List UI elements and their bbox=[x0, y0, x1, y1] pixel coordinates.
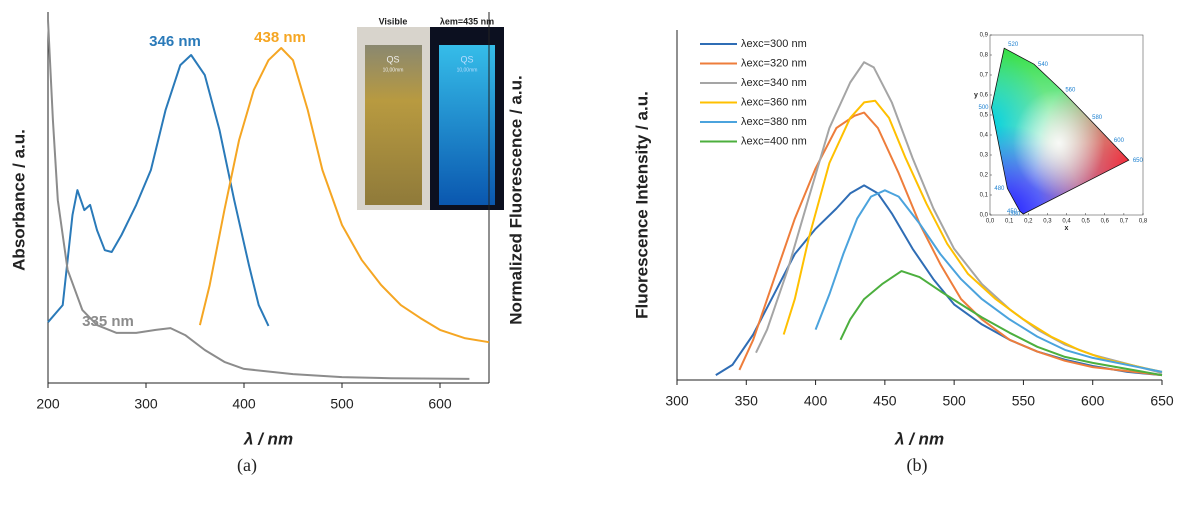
x-tick-label: 200 bbox=[36, 396, 60, 412]
locus-label: 650 bbox=[1133, 158, 1144, 164]
series-line bbox=[816, 190, 1162, 372]
x-axis-label: λ / nm bbox=[243, 429, 293, 448]
annotation: 335 nm bbox=[82, 313, 134, 330]
locus-label: 500 bbox=[979, 105, 990, 111]
inset-y-tick-label: 0,7 bbox=[980, 73, 989, 79]
x-tick-label: 600 bbox=[1081, 393, 1105, 409]
x-tick-label: 350 bbox=[735, 393, 759, 409]
inset-y-tick-label: 0,1 bbox=[980, 193, 989, 199]
x-tick-label: 500 bbox=[942, 393, 966, 409]
locus-label: 450 bbox=[1007, 209, 1018, 215]
locus-label: 520 bbox=[1008, 42, 1019, 48]
inset-x-tick-label: 0,3 bbox=[1043, 219, 1052, 225]
inset-y-tick-label: 0,9 bbox=[980, 33, 989, 39]
x-tick-label: 550 bbox=[1012, 393, 1036, 409]
cuvette-text: QS bbox=[386, 54, 399, 64]
cuvette-text: QS bbox=[460, 54, 473, 64]
x-tick-label: 600 bbox=[428, 396, 452, 412]
locus-label: 560 bbox=[1065, 88, 1076, 94]
inset-y-tick-label: 0,6 bbox=[980, 93, 989, 99]
locus-label: 540 bbox=[1038, 62, 1049, 68]
inset-x-tick-label: 0,6 bbox=[1101, 219, 1110, 225]
cuvette-text: 10,00mm bbox=[383, 67, 404, 73]
photo-inset: Visible λem=435 nm QS 10,00mm QS 10,00mm bbox=[357, 16, 504, 210]
y2-axis-label: Normalized Fluorescence / a.u. bbox=[506, 75, 525, 324]
inset-y-tick-label: 0,5 bbox=[980, 113, 989, 119]
annotation: 438 nm bbox=[254, 29, 306, 46]
inset-x-tick-label: 0,7 bbox=[1120, 219, 1129, 225]
inset-x-tick-label: 0,2 bbox=[1024, 219, 1033, 225]
legend-label: λexc=320 nm bbox=[741, 57, 807, 69]
x-axis-label: λ / nm bbox=[894, 429, 944, 448]
cuvette-text: 10,00mm bbox=[457, 67, 478, 73]
x-tick-label: 450 bbox=[873, 393, 897, 409]
x-tick-label: 400 bbox=[804, 393, 828, 409]
figure: Visible λem=435 nm QS 10,00mm QS 10,00mm… bbox=[0, 0, 1179, 505]
x-tick-label: 650 bbox=[1150, 393, 1174, 409]
legend-label: λexc=300 nm bbox=[741, 38, 807, 50]
x-tick-label: 300 bbox=[665, 393, 689, 409]
photo-label: Visible bbox=[379, 16, 408, 26]
inset-x-label: x bbox=[1065, 225, 1069, 232]
locus-label: 480 bbox=[994, 186, 1005, 192]
inset-y-tick-label: 0,4 bbox=[980, 133, 989, 139]
series-line bbox=[48, 55, 269, 326]
x-tick-label: 500 bbox=[330, 396, 354, 412]
legend-label: λexc=360 nm bbox=[741, 96, 807, 108]
inset-x-tick-label: 0,0 bbox=[986, 219, 995, 225]
x-tick-label: 400 bbox=[232, 396, 256, 412]
photo-label: λem=435 nm bbox=[440, 16, 494, 26]
locus-label: 580 bbox=[1092, 115, 1103, 121]
inset-x-tick-label: 0,1 bbox=[1005, 219, 1014, 225]
caption: (a) bbox=[237, 455, 257, 476]
inset-x-tick-label: 0,8 bbox=[1139, 219, 1148, 225]
legend-label: λexc=380 nm bbox=[741, 116, 807, 128]
inset-y-tick-label: 0,0 bbox=[980, 213, 989, 219]
inset-x-tick-label: 0,4 bbox=[1062, 219, 1071, 225]
inset-y-tick-label: 0,3 bbox=[980, 153, 989, 159]
legend-label: λexc=400 nm bbox=[741, 135, 807, 147]
annotation: 346 nm bbox=[149, 33, 201, 50]
x-tick-label: 300 bbox=[134, 396, 158, 412]
y-axis-label: Absorbance / a.u. bbox=[9, 129, 28, 271]
y-axis-label: Fluorescence Intensity / a.u. bbox=[632, 91, 651, 319]
inset-y-label: y bbox=[974, 92, 978, 99]
inset-y-tick-label: 0,2 bbox=[980, 173, 989, 179]
legend-label: λexc=340 nm bbox=[741, 77, 807, 89]
inset-y-tick-label: 0,8 bbox=[980, 53, 989, 59]
inset-x-tick-label: 0,5 bbox=[1081, 219, 1090, 225]
caption: (b) bbox=[907, 455, 928, 476]
locus-label: 600 bbox=[1114, 138, 1125, 144]
